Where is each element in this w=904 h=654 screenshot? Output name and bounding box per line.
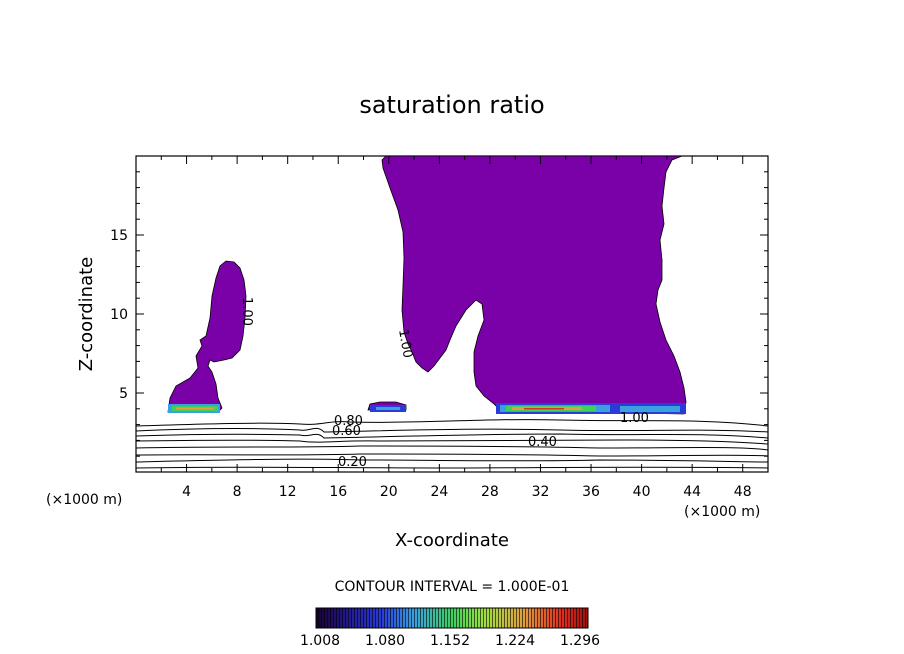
y-tick-label: 15 (110, 228, 128, 244)
x-unit-label-right: (×1000 m) (684, 504, 760, 520)
x-tick-label: 8 (233, 484, 242, 500)
y-tick-label: 10 (110, 307, 128, 323)
x-tick-label: 28 (481, 484, 499, 500)
x-tick-label: 4 (182, 484, 191, 500)
x-axis-title: X-coordinate (395, 530, 509, 551)
contour-label-6: 0.40 (528, 435, 557, 450)
x-tick-label: 40 (633, 484, 651, 500)
cloud-region-right (381, 156, 687, 415)
x-tick-label: 12 (279, 484, 297, 500)
contour-labels: 1.00 1.00 1.00 0.80 0.60 0.40 0.20 (239, 297, 649, 470)
colorbar-tick-label: 1.224 (495, 633, 535, 649)
x-tick-label: 36 (582, 484, 600, 500)
colorbar (315, 607, 589, 629)
y-tick-label: 5 (119, 386, 128, 402)
x-tick-label: 32 (532, 484, 550, 500)
contour-label-4: 0.80 (334, 414, 363, 429)
x-tick-label: 24 (430, 484, 448, 500)
contour-lines (136, 419, 768, 469)
x-tick-label: 20 (380, 484, 398, 500)
colorbar-tick-label: 1.296 (560, 633, 600, 649)
plot-content: 1.00 1.00 1.00 0.80 0.60 0.40 0.20 (136, 156, 768, 470)
colorbar-tick-label: 1.080 (365, 633, 405, 649)
contour-interval-label: CONTOUR INTERVAL = 1.000E-01 (335, 579, 570, 595)
colorbar-labels: 1.008 1.080 1.152 1.224 1.296 (300, 633, 600, 649)
x-tick-label: 44 (683, 484, 701, 500)
colorbar-tick-label: 1.008 (300, 633, 340, 649)
x-tick-label: 48 (734, 484, 752, 500)
supersat-bands (168, 403, 686, 414)
colorbar-stripes (316, 608, 588, 628)
contour-label-3: 1.00 (620, 411, 649, 426)
x-tick-label: 16 (329, 484, 347, 500)
contour-label-5: 0.60 (332, 424, 361, 439)
x-unit-label-left: (×1000 m) (46, 492, 122, 508)
contour-label-2: 1.00 (395, 328, 415, 359)
y-axis-ticks: 5 10 15 (110, 171, 768, 457)
chart-title: saturation ratio (359, 91, 544, 119)
y-axis-title: Z-coordinate (76, 257, 97, 372)
colorbar-tick-label: 1.152 (430, 633, 470, 649)
contour-label-1: 1.00 (239, 297, 254, 326)
x-axis-ticks: 4 8 12 16 20 24 28 32 36 40 44 48 (160, 156, 752, 500)
cloud-region-left (167, 260, 247, 413)
contour-label-7: 0.20 (338, 455, 367, 470)
